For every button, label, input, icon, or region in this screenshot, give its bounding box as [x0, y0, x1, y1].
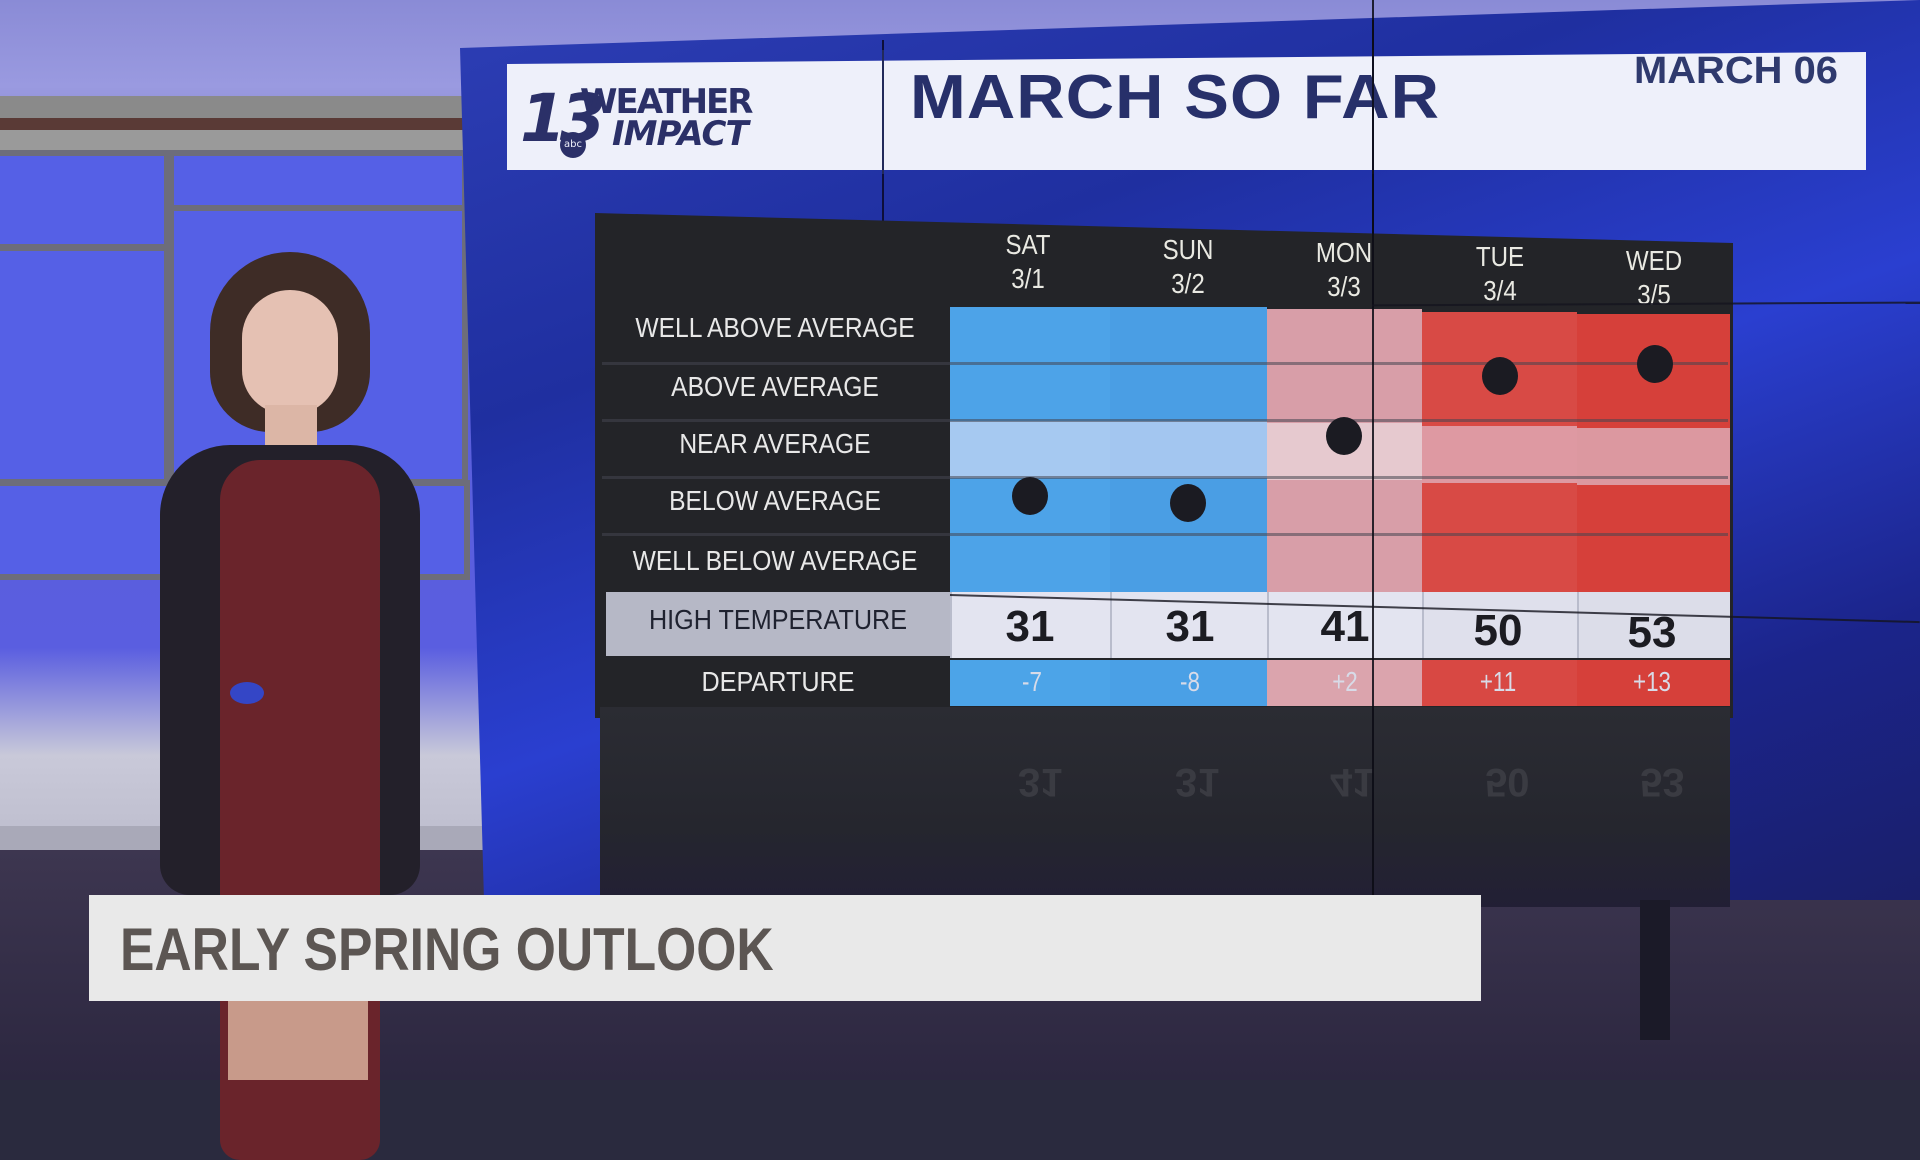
- row-divider: [602, 362, 1728, 365]
- grid-cell: [1422, 483, 1577, 595]
- set-trim: [0, 96, 470, 118]
- day-label: SUN: [1162, 234, 1214, 265]
- clicker-icon: [230, 682, 264, 704]
- departure-cell: [1267, 660, 1422, 706]
- set-trim: [0, 130, 470, 152]
- grid-cell: [1422, 426, 1577, 483]
- grid-cell: [1267, 309, 1422, 423]
- day-label: TUE: [1475, 241, 1525, 272]
- day-label: SAT: [1005, 229, 1051, 260]
- departure-value: -8: [1180, 666, 1200, 697]
- high-temp-cell: [950, 592, 1110, 658]
- presenter: [130, 250, 450, 1160]
- set-wall-panel: [0, 245, 170, 485]
- row-label-above: ABOVE AVERAGE: [671, 371, 879, 402]
- floor-reflection: 31 31 41 50 53: [600, 707, 1730, 907]
- column-header-mon: MON 3/3: [1284, 236, 1404, 304]
- date-label: 3/3: [1327, 271, 1361, 302]
- lower-third-banner: [89, 895, 1481, 1001]
- date-label: 3/2: [1171, 268, 1205, 299]
- high-temp-label: HIGH TEMPERATURE: [648, 604, 908, 635]
- high-temp-value: 31: [1165, 602, 1215, 651]
- marker-dot-tue: [1482, 357, 1518, 395]
- row-label-near: NEAR AVERAGE: [679, 428, 871, 459]
- row-divider: [602, 533, 1728, 536]
- high-temp-value: 53: [1627, 608, 1677, 657]
- graphic-date: MARCH 06: [1634, 50, 1838, 92]
- date-label: 3/4: [1483, 275, 1517, 306]
- departure-value: +2: [1332, 666, 1358, 697]
- monitor-stand: [1640, 900, 1670, 1040]
- marker-dot-sat: [1012, 477, 1048, 515]
- departure-label: DEPARTURE: [701, 666, 855, 697]
- row-divider: [602, 476, 1728, 479]
- grid-cell: [1267, 480, 1422, 592]
- departure-value: -7: [1022, 666, 1042, 697]
- high-temp-cell: [1422, 592, 1577, 658]
- reflection-value: 41: [1330, 760, 1375, 804]
- grid-cell: [1577, 485, 1730, 595]
- date-label: 3/5: [1637, 279, 1671, 310]
- high-temp-label-bg: [606, 592, 950, 656]
- logo-line-2: IMPACT: [612, 114, 749, 154]
- date-label: 3/1: [1011, 263, 1045, 294]
- row-label-well-below: WELL BELOW AVERAGE: [632, 545, 918, 576]
- reflection-value: 31: [1018, 760, 1063, 804]
- row-label-below: BELOW AVERAGE: [669, 485, 881, 516]
- grid-cell: [1110, 421, 1267, 478]
- set-wall-panel: [0, 150, 170, 250]
- departure-value: +11: [1479, 666, 1517, 697]
- graphic-title: MARCH SO FAR: [910, 63, 1441, 132]
- high-temp-cell: [1577, 592, 1730, 658]
- marker-dot-wed: [1637, 345, 1673, 383]
- day-label: MON: [1315, 237, 1373, 268]
- reflection-value: 53: [1640, 760, 1685, 804]
- departure-cell: [1422, 660, 1577, 706]
- video-wall-seam: [882, 50, 884, 174]
- grid-cell: [1577, 428, 1730, 485]
- presenter-face: [242, 290, 338, 414]
- marker-dot-sun: [1170, 484, 1206, 522]
- graphic-title-bar: [507, 52, 1866, 170]
- set-wall-panel: [168, 150, 468, 212]
- departure-cell: [950, 660, 1110, 706]
- row-label-well-above: WELL ABOVE AVERAGE: [635, 312, 915, 343]
- high-temp-value: 41: [1320, 602, 1370, 651]
- logo-line-1: WEATHER: [580, 82, 753, 122]
- abc-logo-icon: abc: [560, 132, 586, 158]
- video-wall-seam: [1372, 0, 1374, 900]
- reflection-value: 50: [1485, 760, 1530, 804]
- column-header-sat: SAT 3/1: [968, 228, 1088, 296]
- station-logo: 13 abc WEATHER IMPACT: [520, 82, 780, 172]
- high-temp-value: 50: [1473, 606, 1523, 655]
- row-divider: [602, 419, 1728, 422]
- grid-cell: [950, 421, 1110, 478]
- high-temp-value: 31: [1005, 602, 1055, 651]
- reflection-value: 31: [1175, 760, 1220, 804]
- presenter-legs: [228, 1000, 368, 1080]
- column-header-tue: TUE 3/4: [1440, 240, 1560, 308]
- day-label: WED: [1625, 245, 1683, 276]
- lower-third-headline: EARLY SPRING OUTLOOK: [120, 916, 774, 983]
- column-header-sun: SUN 3/2: [1128, 233, 1248, 301]
- departure-cell: [1577, 660, 1730, 706]
- departure-value: +13: [1633, 666, 1671, 697]
- marker-dot-mon: [1326, 417, 1362, 455]
- set-trim: [0, 118, 470, 130]
- departure-cell: [1110, 660, 1267, 706]
